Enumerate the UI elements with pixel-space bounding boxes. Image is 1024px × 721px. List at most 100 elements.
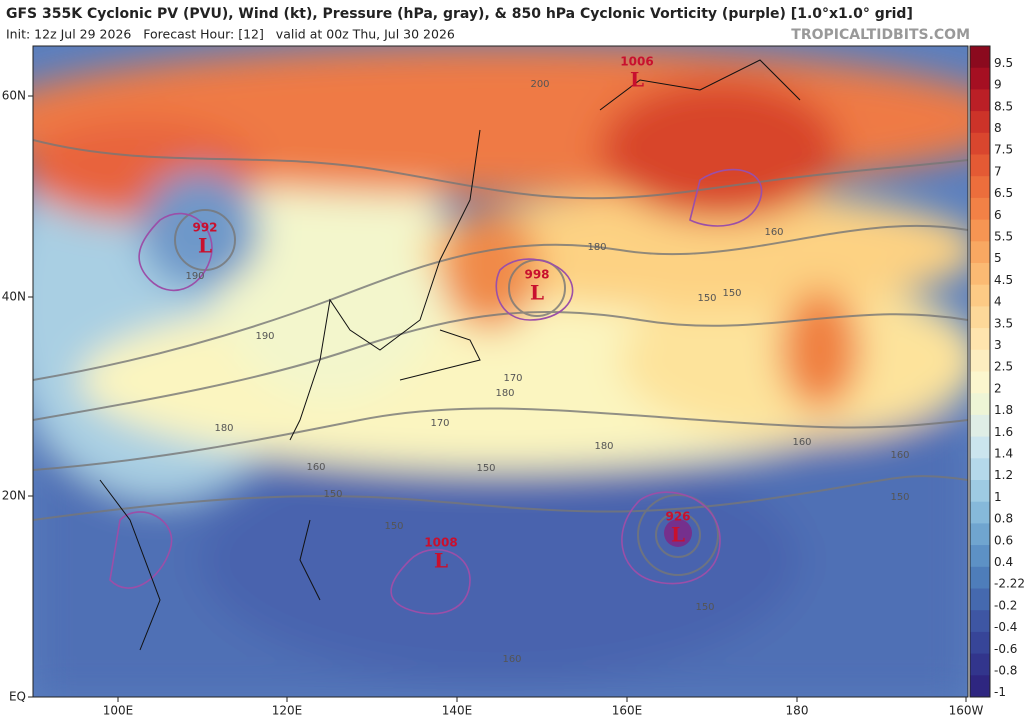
colorbar-swatch (970, 111, 990, 134)
lat-label: EQ (9, 690, 26, 704)
colorbar-swatch (970, 523, 990, 546)
low-pressure: 992 (192, 221, 217, 235)
colorbar-swatch (970, 371, 990, 394)
contour-label: 150 (323, 489, 342, 500)
lon-label: 100E (103, 704, 134, 718)
colorbar-swatch (970, 154, 990, 177)
colorbar-label: -0.8 (994, 663, 1017, 677)
low-symbol: L (434, 549, 448, 573)
lon-label: 160E (612, 704, 643, 718)
colorbar-swatch (970, 349, 990, 372)
contour-label: 160 (890, 450, 909, 461)
colorbar-label: 0.8 (994, 512, 1013, 526)
colorbar-frame (969, 45, 991, 698)
colorbar-label: -1 (994, 685, 1006, 699)
colorbar-label: 1.2 (994, 468, 1013, 482)
coastlines (99, 59, 801, 651)
colorbar-label: 0.4 (994, 555, 1013, 569)
colorbar-swatch (970, 241, 990, 264)
low-pressure: 998 (524, 268, 549, 282)
colorbar-label: -2.22 (994, 577, 1024, 591)
title: GFS 355K Cyclonic PV (PVU), Wind (kt), P… (6, 6, 913, 22)
colorbar-swatch (970, 176, 990, 199)
colorbar-swatch (970, 501, 990, 524)
colorbar-label: 3 (994, 338, 1002, 352)
contour-label: 170 (430, 418, 449, 429)
colorbar-swatch (970, 306, 990, 329)
lon-label: 160W (949, 704, 984, 718)
lat-label: 20N (2, 489, 26, 503)
contour-label: 200 (530, 79, 549, 90)
colorbar-label: 5 (994, 251, 1002, 265)
colorbar-swatch (970, 263, 990, 286)
colorbar-swatch (970, 414, 990, 438)
colorbar-label: 8.5 (994, 99, 1013, 113)
colorbar-label: 4.5 (994, 273, 1013, 287)
colorbar-swatch (970, 436, 990, 459)
low-pressure: 1008 (424, 536, 457, 550)
colorbar-label: 9 (994, 78, 1002, 92)
lon-label: 180 (786, 704, 809, 718)
low-symbol: L (671, 523, 685, 547)
colorbar-label: 6 (994, 208, 1002, 222)
contour-label: 180 (587, 242, 606, 253)
low-symbol: L (630, 68, 644, 92)
colorbar-swatch (970, 566, 990, 589)
colorbar-label: 9.5 (994, 56, 1013, 70)
colorbar-swatch (970, 67, 990, 90)
low-pressure: 926 (665, 510, 690, 524)
colorbar-label: 6.5 (994, 186, 1013, 200)
colorbar-swatch (970, 545, 990, 568)
map-field: 200 190 190 180 170 170 180 160 150 150 160 150 150 1… (33, 46, 968, 697)
contour-label: 150 (890, 492, 909, 503)
colorbar-swatch (970, 458, 990, 481)
contour-label: 150 (476, 463, 495, 474)
map-frame (32, 45, 969, 698)
colorbar-label: 1 (994, 490, 1002, 504)
colorbar-swatch (970, 328, 990, 351)
contour-label: 160 (502, 654, 521, 665)
lon-label: 120E (272, 704, 303, 718)
colorbar-swatch (970, 219, 990, 242)
site-watermark: TROPICALTIDBITS.COM (791, 27, 970, 43)
colorbar-swatch (970, 284, 990, 307)
colorbar-swatch (970, 480, 990, 503)
contour-label: 180 (594, 441, 613, 452)
lat-label: 60N (2, 89, 26, 103)
contour-label: 150 (384, 521, 403, 532)
colorbar-label: 7 (994, 164, 1002, 178)
colorbar-label: 3.5 (994, 316, 1013, 330)
colorbar-swatch (970, 653, 990, 676)
pressure-contours (33, 139, 968, 576)
colorbar-label: 1.4 (994, 446, 1013, 460)
contour-label: 160 (306, 462, 325, 473)
colorbar-swatch (970, 675, 990, 698)
colorbar-label: -0.4 (994, 620, 1017, 634)
low-pressure: 1006 (620, 55, 653, 69)
colorbar-label: 8 (994, 121, 1002, 135)
colorbar-swatch (970, 132, 990, 155)
contour-label: 150 (722, 288, 741, 299)
contour-label: 150 (697, 293, 716, 304)
colorbar-swatch (970, 89, 990, 112)
colorbar-swatch (970, 393, 990, 416)
contour-label: 160 (764, 227, 783, 238)
lat-label: 40N (2, 290, 26, 304)
contour-label: 170 (503, 373, 522, 384)
vorticity-contours (109, 168, 763, 615)
colorbar-swatch (970, 631, 990, 655)
colorbar-label: 7.5 (994, 143, 1013, 157)
colorbar-swatch (970, 197, 990, 221)
colorbar-label: 4 (994, 295, 1002, 309)
colorbar-swatch (970, 610, 990, 633)
low-symbol: L (530, 281, 544, 305)
colorbar-label: -0.2 (994, 598, 1017, 612)
colorbar-label: 5.5 (994, 229, 1013, 243)
colorbar-swatch (970, 588, 990, 611)
contour-label: 190 (185, 271, 204, 282)
colorbar-label: 1.8 (994, 403, 1013, 417)
colorbar-label: 2.5 (994, 360, 1013, 374)
contour-label: 160 (792, 437, 811, 448)
low-symbol: L (198, 234, 212, 258)
